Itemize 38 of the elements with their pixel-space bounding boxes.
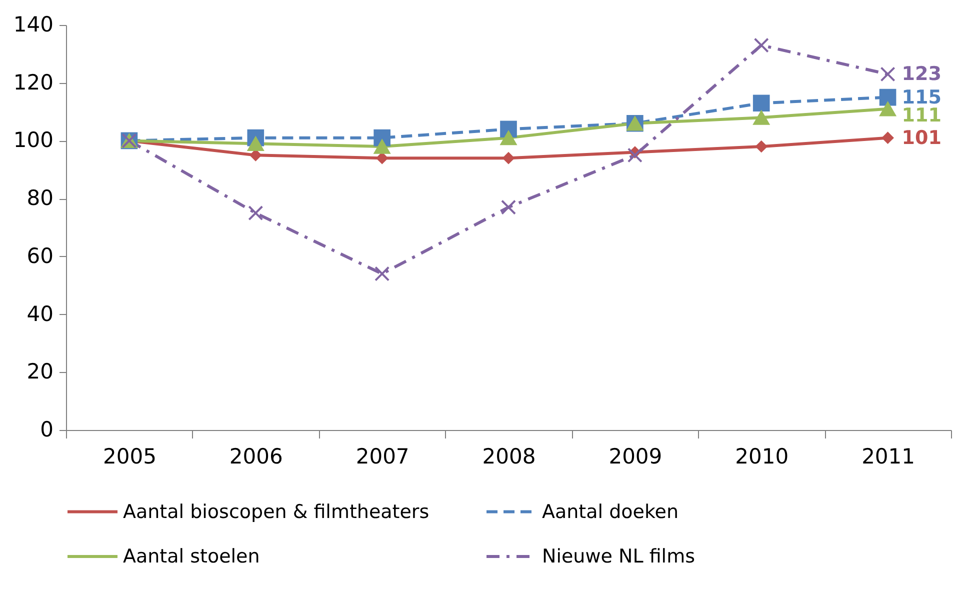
y-tick-label: 80 [26, 186, 54, 210]
data-label: 101 [902, 126, 942, 149]
point [879, 102, 896, 116]
point [374, 266, 390, 282]
point [376, 152, 388, 164]
x-tick-label: 2006 [229, 444, 283, 468]
x-tick-label: 2005 [102, 444, 156, 468]
y-tick-label: 100 [13, 128, 54, 152]
x-tick-label: 2011 [862, 444, 916, 468]
point [755, 140, 768, 152]
point [752, 94, 770, 112]
legend-label: Aantal stoelen [123, 546, 260, 568]
y-tick-label: 20 [26, 360, 54, 384]
point [500, 200, 516, 215]
x-tick-label: 2010 [735, 444, 789, 468]
y-tick-label: 60 [26, 244, 54, 268]
point [752, 110, 770, 125]
point [882, 132, 894, 144]
point [754, 38, 769, 53]
point [500, 130, 517, 146]
y-tick-label: 40 [26, 302, 54, 326]
x-tick-label: 2007 [356, 444, 410, 468]
y-tick-label: 0 [40, 418, 54, 442]
point [247, 136, 264, 151]
point [374, 139, 390, 154]
legend-label: Nieuwe NL films [542, 546, 695, 568]
point [880, 66, 896, 82]
data-label: 123 [902, 63, 942, 86]
point [248, 206, 264, 221]
y-tick-label: 140 [13, 12, 54, 36]
point [502, 152, 514, 164]
x-tick-label: 2008 [482, 444, 536, 468]
legend-label: Aantal doeken [542, 500, 679, 523]
point [627, 148, 642, 163]
y-tick-label: 120 [13, 70, 54, 94]
point [879, 88, 896, 106]
x-tick-label: 2009 [608, 444, 662, 468]
legend-label: Aantal bioscopen & filmtheaters [123, 500, 430, 523]
